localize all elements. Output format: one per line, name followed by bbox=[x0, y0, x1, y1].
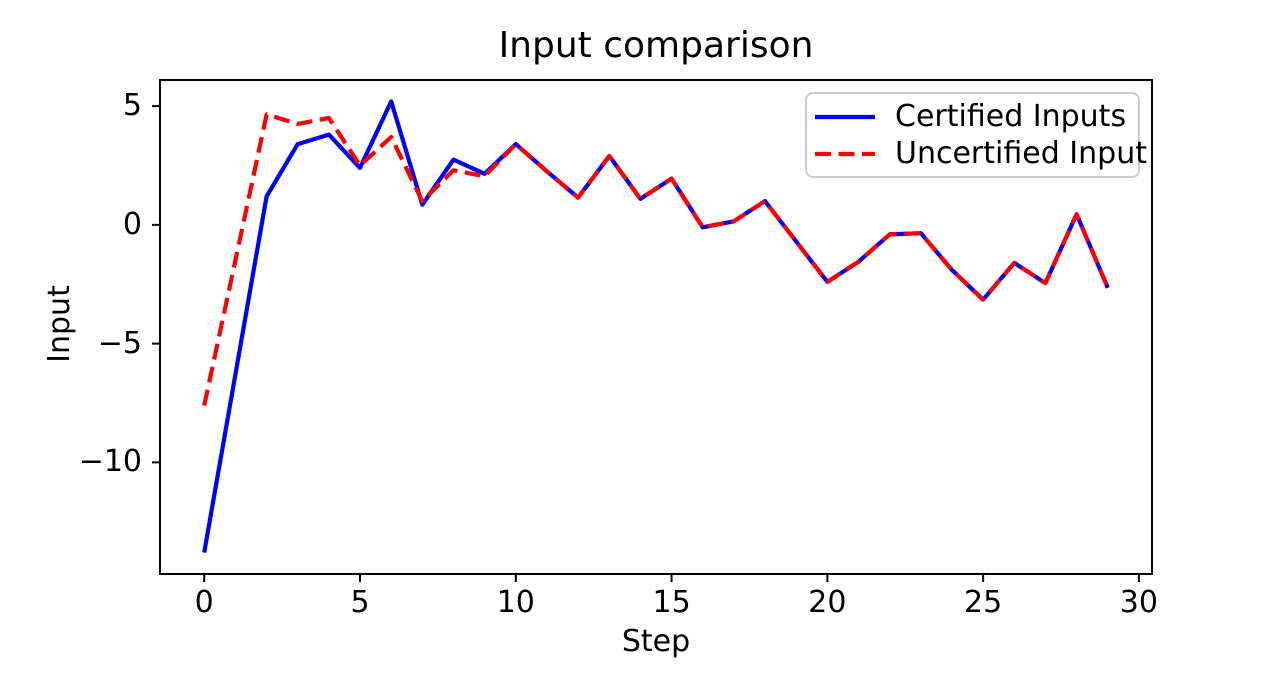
legend-line-certified-inputs-icon bbox=[815, 114, 875, 119]
series-uncertified-input-line bbox=[202, 112, 1110, 406]
x-tick-label: 15 bbox=[652, 585, 691, 620]
x-tick-label: 10 bbox=[496, 585, 535, 620]
chart-title: Input comparison bbox=[498, 25, 814, 66]
legend-label-uncertified-input: Uncertified Input bbox=[895, 136, 1147, 171]
y-tick-label: −10 bbox=[78, 444, 142, 480]
x-tick-label: 0 bbox=[194, 585, 214, 620]
y-tick-label: −5 bbox=[97, 325, 142, 361]
legend: Certified Inputs Uncertified Input bbox=[805, 92, 1147, 178]
legend-label-certified-inputs: Certified Inputs bbox=[895, 99, 1127, 134]
axis-tick-marks bbox=[152, 105, 1140, 582]
legend-item-certified-inputs: Certified Inputs bbox=[807, 98, 1138, 135]
x-tick-label: 30 bbox=[1119, 585, 1158, 620]
y-axis-label: Input bbox=[42, 285, 77, 363]
x-tick-label: 20 bbox=[808, 585, 847, 620]
x-axis-label: Step bbox=[621, 624, 691, 659]
x-tick-label: 5 bbox=[350, 585, 370, 620]
y-tick-label: 0 bbox=[122, 206, 142, 242]
x-tick-label: 25 bbox=[964, 585, 1003, 620]
plot-frame bbox=[159, 79, 1153, 575]
legend-item-uncertified-input: Uncertified Input bbox=[807, 135, 1147, 172]
y-tick-label: 5 bbox=[122, 88, 142, 124]
legend-line-uncertified-input-icon bbox=[815, 151, 875, 156]
